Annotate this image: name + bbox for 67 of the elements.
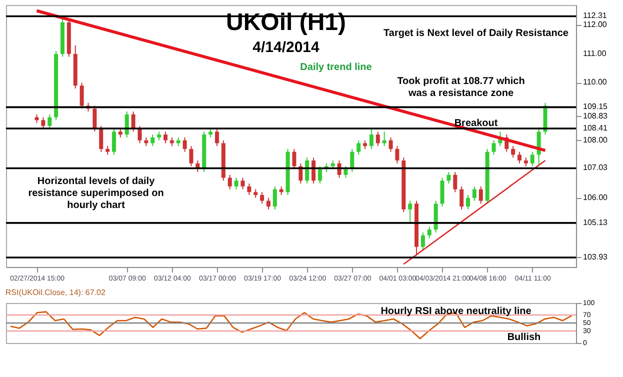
y-tick-label: 107.03 [583,163,608,172]
annotation: Took profit at 108.77 which was a resistance zone [397,76,525,99]
candlestick [80,82,84,110]
candlestick [530,151,534,167]
annotation: Horizontal levels of daily resistance superimposed on hourly chart [28,176,164,211]
candlestick [234,177,238,190]
candlestick [312,157,316,184]
y-tick-label: 109.15 [583,102,608,112]
candlestick [369,128,374,150]
candlestick [92,105,97,132]
y-tick-label: 103.93 [583,252,608,262]
candlestick [395,146,400,164]
candlestick [466,194,470,210]
y-tick-label: 105.13 [583,218,608,227]
candlestick [272,186,277,210]
candlestick [472,186,476,202]
y-tick-label: 108.83 [583,111,608,120]
candlestick [427,226,432,239]
candlestick [48,114,52,130]
candlestick [356,140,361,156]
candlestick [478,186,483,204]
candlestick [298,162,303,184]
candlestick [112,128,116,156]
candlestick [305,157,310,184]
candlestick [318,166,322,184]
candlestick [247,183,252,196]
candlestick [440,177,444,208]
y-tick-label: 108.00 [583,135,608,144]
candlestick [511,146,516,158]
candlestick [189,146,194,167]
candlestick [518,151,522,164]
candlestick [99,125,104,152]
candlestick [41,116,46,130]
candlestick [492,140,496,156]
candlestick [260,192,264,204]
candlestick [182,136,187,152]
candlestick [138,125,142,144]
candlestick [453,171,458,193]
annotation: Breakout [454,118,498,129]
candlestick [388,136,393,152]
annotation: Hourly RSI above neutrality line [380,306,532,317]
annotation: Bullish [507,332,541,343]
y-tick-label: 106.00 [583,192,608,202]
candlestick [214,128,219,147]
candlestick [163,131,168,144]
candlestick [266,197,270,210]
candlestick [376,131,380,147]
candlestick [292,148,296,170]
candlestick [408,200,412,224]
text: 4/14/2014 [252,39,320,56]
y-tick-label: 112.00 [583,20,608,30]
y-tick-label: 108.41 [583,124,608,133]
chart-title: RSI(UKOil.Close, 14): 67.02 [5,288,106,297]
candlestick [150,134,155,147]
candlestick [446,171,451,184]
candlestick [460,186,464,210]
y-tick-label: 110.00 [583,78,608,87]
candlestick [420,232,425,250]
candlestick [344,166,348,178]
annotation: Daily trend line [300,62,372,73]
candlestick [350,148,354,172]
y-tick-label: 111.00 [583,48,607,58]
candlestick [131,111,136,132]
candlestick [228,174,232,190]
y-tick-label: 112.31 [583,11,608,20]
annotation: Target is Next level of Daily Resistance [384,28,569,39]
candlestick [240,177,245,190]
